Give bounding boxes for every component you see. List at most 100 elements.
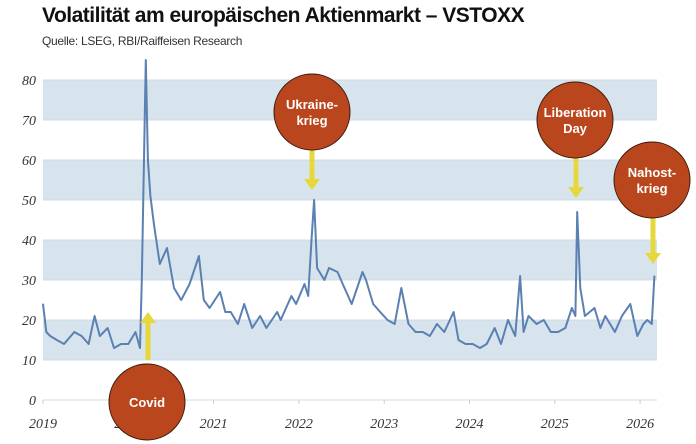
annotation-label: krieg xyxy=(636,181,667,196)
data-point xyxy=(629,303,631,305)
y-tick-label: 20 xyxy=(22,314,36,329)
data-point xyxy=(557,331,559,333)
data-point xyxy=(453,311,455,313)
data-point xyxy=(63,343,65,345)
x-tick-label: 2022 xyxy=(285,417,313,432)
data-point xyxy=(414,331,417,333)
data-point xyxy=(486,343,488,345)
data-point xyxy=(134,331,137,333)
data-point xyxy=(323,279,325,281)
data-point xyxy=(180,299,182,301)
data-point xyxy=(280,319,282,321)
data-point xyxy=(599,327,601,329)
data-point xyxy=(584,315,586,317)
y-tick-label: 80 xyxy=(22,74,36,89)
data-point xyxy=(571,307,573,309)
data-point xyxy=(145,59,147,61)
chart-title: Volatilität am europäischen Aktienmarkt … xyxy=(42,4,525,27)
chart-subtitle: Quelle: LSEG, RBI/Raiffeisen Research xyxy=(42,34,243,48)
vstoxx-line xyxy=(42,59,656,349)
data-point xyxy=(386,319,389,321)
y-tick-label: 0 xyxy=(29,394,36,409)
x-tick-label: 2021 xyxy=(200,417,228,432)
data-point xyxy=(224,311,226,313)
data-point xyxy=(343,287,346,289)
data-point xyxy=(328,267,330,269)
data-point xyxy=(166,247,168,249)
y-tick-label: 70 xyxy=(22,114,36,129)
data-point xyxy=(49,335,51,337)
data-point xyxy=(464,343,467,345)
data-point xyxy=(429,335,431,337)
data-point xyxy=(494,327,496,329)
data-point xyxy=(80,335,83,337)
data-point xyxy=(372,303,374,305)
data-point xyxy=(188,283,191,285)
data-point xyxy=(604,315,606,317)
data-point xyxy=(159,263,161,265)
data-point xyxy=(436,323,438,325)
data-point xyxy=(209,307,211,309)
data-point xyxy=(653,275,655,277)
data-point xyxy=(147,159,149,161)
x-tick-label: 2019 xyxy=(29,417,57,432)
annotation-label: Ukraine- xyxy=(286,97,338,112)
data-point xyxy=(141,279,143,281)
data-point xyxy=(45,331,47,333)
data-point xyxy=(303,283,306,285)
data-point xyxy=(579,287,581,289)
data-point xyxy=(295,303,297,305)
arrow-head-icon xyxy=(568,187,584,198)
annotation-circle xyxy=(108,363,186,441)
annotation-label: Day xyxy=(563,121,588,136)
data-point xyxy=(407,323,410,325)
data-point xyxy=(310,239,313,241)
data-point xyxy=(56,339,58,341)
data-point xyxy=(336,271,339,273)
data-point xyxy=(621,315,623,317)
data-point xyxy=(365,279,367,281)
data-point xyxy=(651,323,653,325)
annotation-circle xyxy=(273,73,351,151)
annotation-label: Covid xyxy=(129,395,165,410)
data-point xyxy=(237,323,239,325)
data-point xyxy=(243,303,245,305)
data-point xyxy=(550,331,552,333)
data-point xyxy=(543,319,545,321)
data-point xyxy=(198,255,200,257)
data-point xyxy=(522,331,525,333)
data-point xyxy=(259,315,261,317)
x-tick-label: 2026 xyxy=(626,417,654,432)
data-point xyxy=(153,223,155,225)
data-point xyxy=(400,287,402,289)
data-point xyxy=(307,295,309,297)
y-tick-label: 10 xyxy=(22,354,36,369)
arrow-head-icon xyxy=(645,253,661,264)
x-tick-label: 2023 xyxy=(370,417,398,432)
data-point xyxy=(219,291,221,293)
data-point xyxy=(113,347,115,349)
data-point xyxy=(642,323,644,325)
data-point xyxy=(564,327,566,329)
annotation-label: krieg xyxy=(296,113,327,128)
annotation-label: Nahost- xyxy=(628,165,676,180)
data-point xyxy=(500,343,502,345)
data-point xyxy=(276,311,278,313)
data-point xyxy=(87,343,90,345)
data-point xyxy=(361,271,364,273)
arrow-head-icon xyxy=(140,312,156,323)
data-point xyxy=(127,343,129,345)
data-point xyxy=(107,327,109,329)
data-point xyxy=(251,327,253,329)
data-point xyxy=(536,323,538,325)
data-point xyxy=(593,307,596,309)
data-point xyxy=(379,311,381,313)
annotation-label: Liberation xyxy=(544,105,607,120)
data-point xyxy=(120,343,122,345)
data-point xyxy=(527,315,530,317)
data-point xyxy=(614,331,616,333)
arrow-head-icon xyxy=(304,179,320,190)
data-point xyxy=(472,343,474,345)
data-point xyxy=(290,295,293,297)
data-point xyxy=(646,319,648,321)
